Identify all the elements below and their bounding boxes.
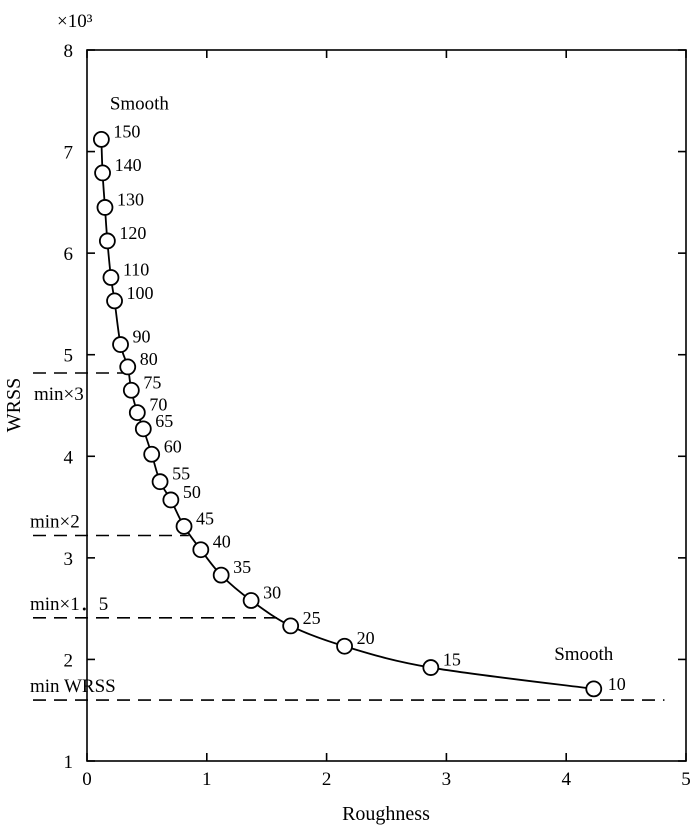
data-point bbox=[192, 541, 210, 559]
data-point bbox=[119, 358, 137, 376]
data-point bbox=[92, 130, 110, 148]
smooth-annotation: Smooth bbox=[554, 644, 614, 665]
data-point bbox=[336, 637, 353, 655]
x-tick-label: 1 bbox=[202, 769, 212, 790]
smooth-annotation: Smooth bbox=[110, 93, 170, 114]
data-point bbox=[122, 381, 140, 399]
y-tick-label: 4 bbox=[64, 447, 74, 468]
data-point-label: 100 bbox=[127, 283, 154, 303]
data-point bbox=[422, 659, 440, 676]
data-point-label: 140 bbox=[115, 155, 142, 175]
data-point bbox=[134, 420, 152, 438]
y-tick-label: 6 bbox=[64, 244, 74, 265]
data-point bbox=[94, 164, 111, 182]
y-axis-title: WRSS bbox=[3, 378, 25, 432]
data-point-label: 35 bbox=[233, 557, 251, 577]
data-points bbox=[92, 130, 603, 698]
data-point bbox=[106, 292, 123, 310]
data-point bbox=[212, 566, 230, 584]
reference-lines: min×3 min×2 min×1．5 min WRSS bbox=[30, 372, 665, 701]
data-point bbox=[282, 617, 300, 635]
reference-line-label: min×3 bbox=[34, 384, 84, 405]
y-tick-label: 3 bbox=[64, 549, 74, 570]
data-point-label: 65 bbox=[155, 411, 173, 431]
y-tick-label: 2 bbox=[64, 650, 74, 671]
reference-line-label: min×1．5 bbox=[30, 594, 108, 615]
data-point-label: 20 bbox=[357, 628, 375, 648]
data-point-label: 30 bbox=[263, 583, 281, 603]
axis-ticks bbox=[86, 49, 687, 762]
data-point bbox=[175, 517, 193, 535]
reference-line-label: min×2 bbox=[30, 512, 80, 533]
y-tick-label: 5 bbox=[64, 346, 74, 367]
x-tick-label: 2 bbox=[322, 769, 332, 790]
data-point-label: 50 bbox=[183, 482, 201, 502]
data-point-label: 15 bbox=[443, 650, 461, 670]
data-point-label: 80 bbox=[140, 349, 158, 369]
data-point-label: 55 bbox=[172, 464, 190, 484]
data-point bbox=[98, 232, 116, 250]
x-tick-label: 0 bbox=[82, 769, 92, 790]
x-tick-label: 5 bbox=[681, 769, 691, 790]
data-point bbox=[242, 592, 260, 609]
y-tick-label: 1 bbox=[64, 752, 74, 773]
plot-frame bbox=[86, 49, 687, 762]
y-multiplier-label: ×10³ bbox=[57, 11, 93, 32]
x-tick-label: 4 bbox=[561, 769, 571, 790]
data-point-label: 25 bbox=[303, 608, 321, 628]
wrss-curve bbox=[100, 139, 594, 690]
data-point-label: 110 bbox=[123, 260, 149, 280]
data-point-label: 120 bbox=[119, 223, 146, 243]
data-point-label: 45 bbox=[196, 508, 214, 528]
y-tick-label: 7 bbox=[64, 143, 74, 164]
reference-line-label: min WRSS bbox=[30, 676, 116, 697]
data-point-label: 90 bbox=[133, 327, 151, 347]
data-point bbox=[143, 445, 161, 463]
data-point bbox=[112, 336, 129, 353]
data-point bbox=[162, 491, 180, 509]
data-point bbox=[151, 473, 169, 491]
data-point-label: 10 bbox=[608, 674, 626, 694]
data-point-label: 60 bbox=[164, 436, 182, 456]
data-point-label: 70 bbox=[149, 395, 167, 415]
x-axis-title: Roughness bbox=[342, 803, 430, 825]
annotations: Smooth Smooth bbox=[110, 93, 614, 665]
data-point bbox=[96, 199, 114, 216]
data-point-label: 150 bbox=[113, 121, 140, 141]
y-tick-label: 8 bbox=[64, 41, 74, 62]
data-point bbox=[128, 404, 146, 422]
x-tick-label: 3 bbox=[442, 769, 452, 790]
data-point-label: 75 bbox=[143, 372, 161, 392]
data-point bbox=[102, 269, 120, 286]
data-point bbox=[585, 680, 603, 698]
data-point-label: 130 bbox=[117, 189, 144, 209]
data-point-label: 40 bbox=[213, 532, 231, 552]
